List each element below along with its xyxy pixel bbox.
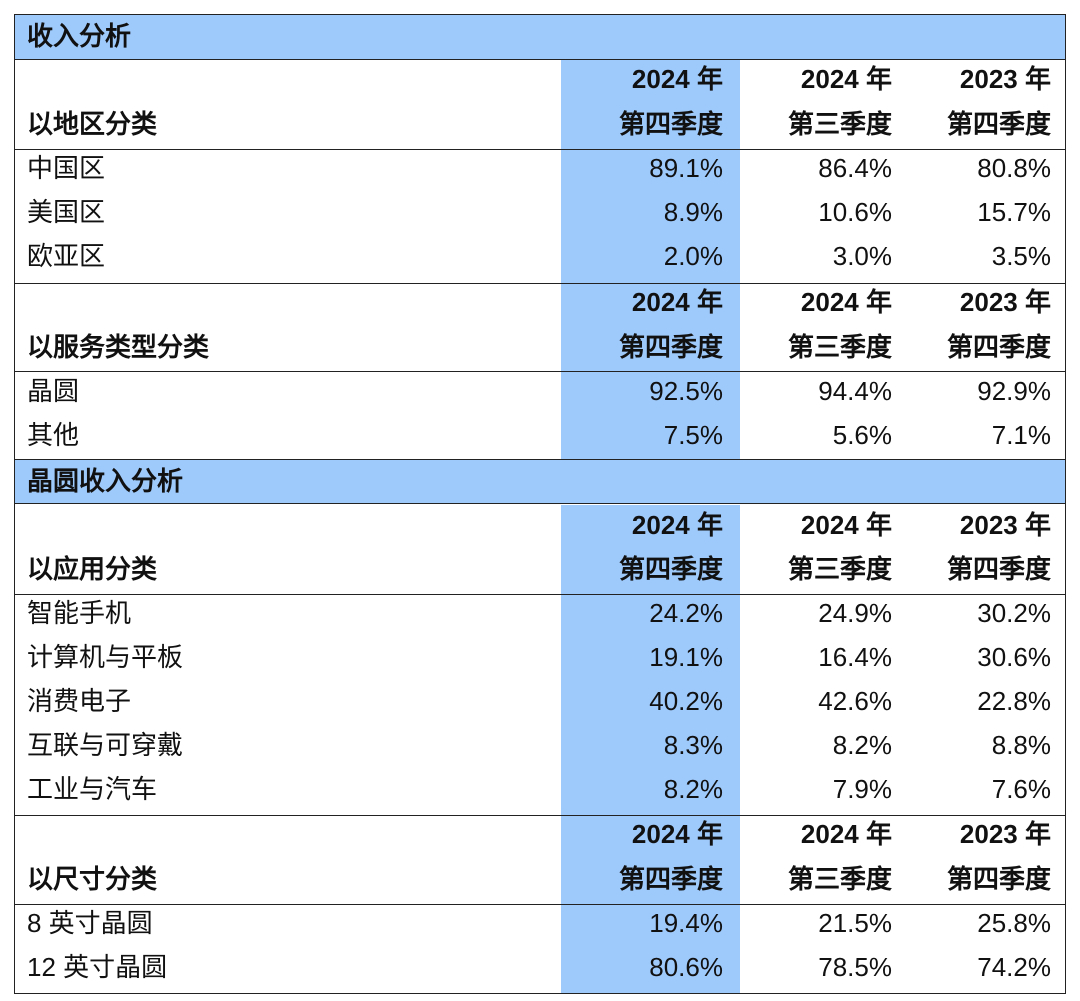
row-value: 7.5%	[663, 420, 723, 450]
row-value: 30.6%	[977, 642, 1051, 672]
row-value: 15.7%	[977, 197, 1051, 227]
column-header-quarter: 第四季度	[946, 109, 1051, 139]
row-value: 16.4%	[818, 642, 892, 672]
row-divider	[15, 594, 1065, 595]
current-quarter-highlight	[561, 59, 740, 459]
row-label: 欧亚区	[27, 241, 106, 271]
row-divider	[15, 815, 1065, 816]
row-value: 7.6%	[991, 774, 1051, 804]
row-label: 其他	[27, 420, 80, 450]
row-label: 消费电子	[27, 686, 132, 716]
row-value: 8.2%	[832, 730, 892, 760]
row-label: 12 英寸晶圆	[27, 952, 168, 982]
row-value: 24.9%	[818, 598, 892, 628]
column-header-year: 2024 年	[631, 819, 723, 849]
row-value: 42.6%	[818, 686, 892, 716]
row-label: 智能手机	[27, 598, 132, 628]
row-divider	[15, 904, 1065, 905]
row-value: 8.2%	[663, 774, 723, 804]
group-title: 以地区分类	[27, 109, 158, 139]
row-value: 24.2%	[649, 598, 723, 628]
row-value: 22.8%	[977, 686, 1051, 716]
column-header-quarter: 第四季度	[618, 332, 723, 362]
group-title: 以应用分类	[27, 554, 158, 584]
column-header-year: 2023 年	[959, 64, 1051, 94]
row-divider	[15, 283, 1065, 284]
row-value: 89.1%	[649, 153, 723, 183]
column-header-year: 2024 年	[631, 287, 723, 317]
row-divider	[15, 149, 1065, 150]
row-divider	[15, 371, 1065, 372]
current-quarter-highlight	[561, 505, 740, 993]
group-title: 以尺寸分类	[27, 864, 158, 894]
revenue-analysis-table: 收入分析 2024 年 2024 年 2023 年 以地区分类 第四季度 第三季…	[14, 14, 1066, 994]
row-value: 25.8%	[977, 908, 1051, 938]
row-value: 19.1%	[649, 642, 723, 672]
row-value: 7.9%	[832, 774, 892, 804]
section-banner: 收入分析	[15, 15, 1065, 60]
row-value: 30.2%	[977, 598, 1051, 628]
column-header-quarter: 第四季度	[618, 109, 723, 139]
row-value: 7.1%	[991, 420, 1051, 450]
row-label: 中国区	[27, 153, 106, 183]
row-value: 80.8%	[977, 153, 1051, 183]
column-header-quarter: 第三季度	[787, 109, 892, 139]
row-label: 晶圆	[27, 376, 80, 406]
column-header-quarter: 第三季度	[787, 332, 892, 362]
column-header-year: 2024 年	[800, 819, 892, 849]
row-label: 美国区	[27, 197, 106, 227]
row-value: 21.5%	[818, 908, 892, 938]
row-label: 计算机与平板	[27, 642, 184, 672]
column-header-year: 2024 年	[800, 510, 892, 540]
column-header-year: 2024 年	[800, 64, 892, 94]
row-value: 8.8%	[991, 730, 1051, 760]
row-value: 78.5%	[818, 952, 892, 982]
group-title: 以服务类型分类	[27, 332, 210, 362]
row-value: 3.0%	[832, 241, 892, 271]
section-banner: 晶圆收入分析	[15, 459, 1065, 504]
row-value: 94.4%	[818, 376, 892, 406]
row-label: 工业与汽车	[27, 774, 158, 804]
row-label: 互联与可穿戴	[27, 730, 184, 760]
column-header-quarter: 第四季度	[946, 332, 1051, 362]
column-header-quarter: 第三季度	[787, 864, 892, 894]
row-value: 8.9%	[663, 197, 723, 227]
row-value: 40.2%	[649, 686, 723, 716]
row-value: 5.6%	[832, 420, 892, 450]
column-header-year: 2024 年	[631, 64, 723, 94]
column-header-quarter: 第三季度	[787, 554, 892, 584]
row-value: 92.9%	[977, 376, 1051, 406]
column-header-quarter: 第四季度	[618, 554, 723, 584]
column-header-year: 2023 年	[959, 510, 1051, 540]
column-header-year: 2024 年	[800, 287, 892, 317]
row-value: 92.5%	[649, 376, 723, 406]
row-label: 8 英寸晶圆	[27, 908, 153, 938]
column-header-year: 2024 年	[631, 510, 723, 540]
row-value: 74.2%	[977, 952, 1051, 982]
column-header-year: 2023 年	[959, 287, 1051, 317]
row-value: 19.4%	[649, 908, 723, 938]
row-value: 86.4%	[818, 153, 892, 183]
row-value: 10.6%	[818, 197, 892, 227]
column-header-quarter: 第四季度	[946, 864, 1051, 894]
row-value: 8.3%	[663, 730, 723, 760]
column-header-quarter: 第四季度	[946, 554, 1051, 584]
row-value: 2.0%	[663, 241, 723, 271]
row-value: 3.5%	[991, 241, 1051, 271]
column-header-quarter: 第四季度	[618, 864, 723, 894]
row-value: 80.6%	[649, 952, 723, 982]
column-header-year: 2023 年	[959, 819, 1051, 849]
